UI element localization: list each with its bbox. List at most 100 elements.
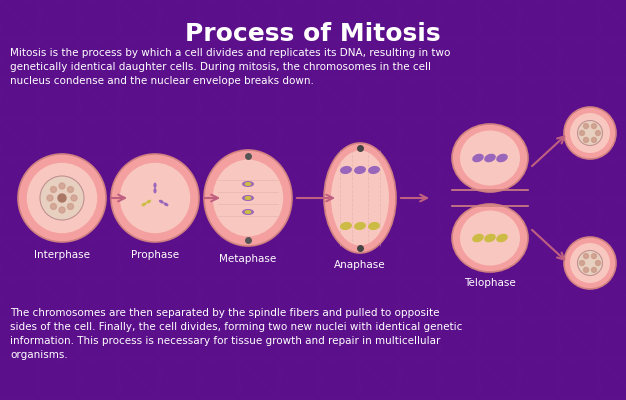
Text: Metaphase: Metaphase	[219, 254, 277, 264]
Text: Mitosis is the process by which a cell divides and replicates its DNA, resulting: Mitosis is the process by which a cell d…	[10, 48, 450, 86]
Ellipse shape	[204, 150, 292, 246]
Ellipse shape	[460, 130, 520, 186]
Bar	[400, 160, 438, 198]
Bar	[520, 160, 558, 198]
Bar	[240, 240, 278, 278]
Bar	[452, 186, 528, 210]
Ellipse shape	[564, 237, 616, 289]
Ellipse shape	[242, 181, 254, 187]
Bar	[240, 360, 278, 398]
Bar	[160, 280, 198, 318]
Bar	[120, 40, 158, 78]
Bar	[440, 240, 478, 278]
Bar	[600, 320, 626, 358]
Bar	[40, 360, 78, 398]
Ellipse shape	[245, 196, 252, 200]
Bar	[480, 240, 518, 278]
Bar	[360, 40, 398, 78]
Bar	[320, 240, 358, 278]
Bar	[560, 160, 598, 198]
Bar	[600, 160, 626, 198]
Bar	[600, 40, 626, 78]
Circle shape	[595, 130, 600, 136]
Bar	[240, 40, 278, 78]
Bar	[560, 320, 598, 358]
Bar	[280, 200, 318, 238]
Bar	[80, 40, 118, 78]
Bar	[200, 320, 238, 358]
Bar	[80, 120, 118, 158]
Bar	[560, 360, 598, 398]
Bar	[80, 0, 118, 38]
Bar	[240, 80, 278, 118]
Bar	[600, 240, 626, 278]
Bar	[520, 0, 558, 38]
Ellipse shape	[484, 234, 496, 242]
Bar	[320, 320, 358, 358]
Circle shape	[47, 195, 53, 201]
Bar	[120, 80, 158, 118]
Bar	[360, 80, 398, 118]
Bar	[200, 240, 238, 278]
Bar	[440, 40, 478, 78]
Bar	[560, 120, 598, 158]
Bar	[320, 120, 358, 158]
Bar	[440, 280, 478, 318]
Bar	[160, 160, 198, 198]
Bar	[520, 280, 558, 318]
Bar	[360, 200, 398, 238]
Circle shape	[68, 186, 73, 192]
Bar	[320, 360, 358, 398]
Bar	[440, 0, 478, 38]
Circle shape	[583, 268, 588, 272]
Ellipse shape	[578, 250, 602, 276]
Bar	[0, 40, 38, 78]
Circle shape	[59, 207, 65, 213]
Bar	[520, 80, 558, 118]
Bar	[200, 40, 238, 78]
Ellipse shape	[120, 163, 190, 233]
Ellipse shape	[472, 234, 484, 242]
Bar	[280, 120, 318, 158]
Ellipse shape	[18, 154, 106, 242]
Bar	[400, 0, 438, 38]
Circle shape	[592, 268, 597, 272]
Bar	[120, 160, 158, 198]
Bar	[200, 0, 238, 38]
Circle shape	[592, 254, 597, 258]
Bar	[40, 40, 78, 78]
Bar	[320, 0, 358, 38]
Ellipse shape	[460, 210, 520, 266]
Bar	[440, 200, 478, 238]
Ellipse shape	[245, 210, 252, 214]
Bar	[120, 320, 158, 358]
Bar	[560, 280, 598, 318]
Bar	[480, 0, 518, 38]
Bar	[280, 160, 318, 198]
Bar	[360, 320, 398, 358]
Bar	[280, 360, 318, 398]
Text: Anaphase: Anaphase	[334, 260, 386, 270]
Ellipse shape	[452, 204, 528, 272]
Bar	[0, 120, 38, 158]
Bar	[440, 120, 478, 158]
Ellipse shape	[40, 176, 84, 220]
Bar	[40, 160, 78, 198]
Bar	[40, 280, 78, 318]
Ellipse shape	[340, 222, 352, 230]
Bar	[320, 160, 358, 198]
Bar	[160, 40, 198, 78]
Bar	[120, 240, 158, 278]
Bar	[0, 360, 38, 398]
Bar	[480, 200, 518, 238]
Bar	[600, 0, 626, 38]
Ellipse shape	[153, 182, 156, 188]
Bar	[160, 200, 198, 238]
Circle shape	[592, 124, 597, 128]
Bar	[240, 160, 278, 198]
Bar	[480, 80, 518, 118]
Bar	[120, 360, 158, 398]
Circle shape	[59, 183, 65, 189]
Text: Telophase: Telophase	[464, 278, 516, 288]
Ellipse shape	[27, 163, 97, 233]
